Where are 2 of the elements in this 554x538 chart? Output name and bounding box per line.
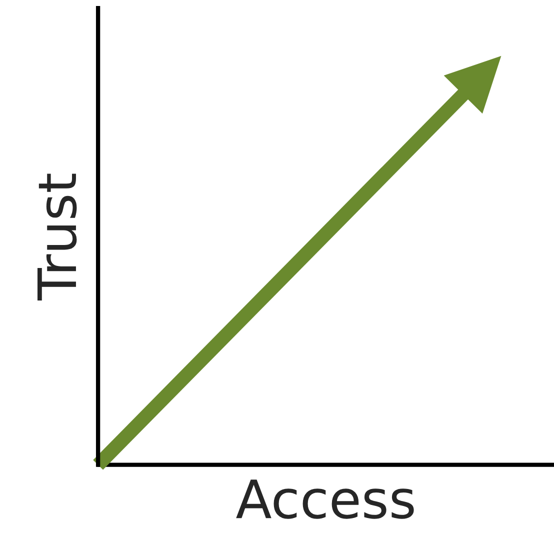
x-axis-title: Access — [236, 480, 414, 519]
y-axis-title: Trust — [37, 174, 77, 300]
